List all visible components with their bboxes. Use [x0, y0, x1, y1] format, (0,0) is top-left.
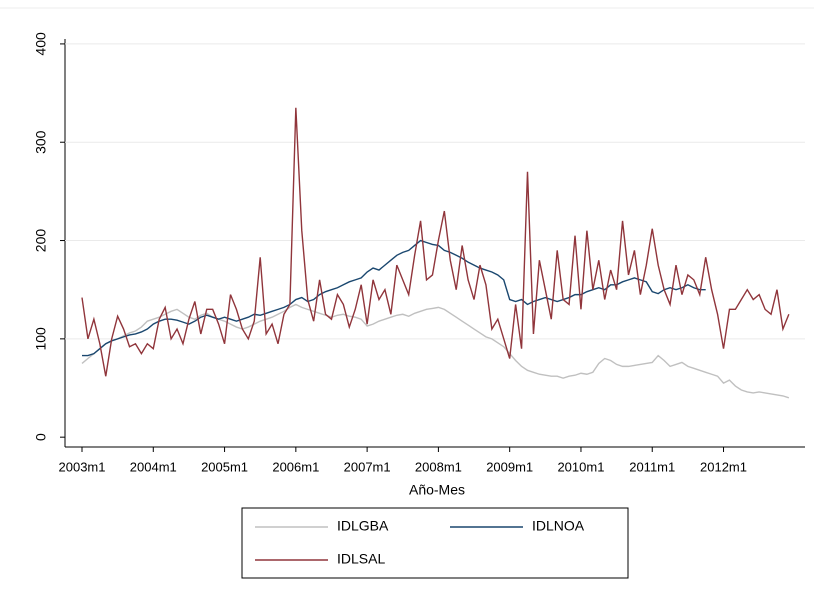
x-tick-label: 2009m1 — [486, 459, 533, 474]
y-tick-label: 200 — [33, 229, 49, 253]
legend-label: IDLSAL — [337, 551, 385, 567]
x-tick-label: 2004m1 — [130, 459, 177, 474]
x-tick-label: 2011m1 — [629, 459, 675, 474]
x-tick-label: 2012m1 — [700, 459, 747, 474]
y-tick-label: 100 — [33, 327, 49, 351]
x-tick-label: 2005m1 — [201, 459, 248, 474]
series-line — [82, 239, 706, 357]
series-line — [81, 107, 790, 377]
x-tick-label: 2007m1 — [344, 459, 391, 474]
y-tick-label: 400 — [33, 32, 49, 56]
y-tick-label: 300 — [33, 130, 49, 154]
legend-label: IDLNOA — [532, 518, 585, 534]
x-tick-label: 2008m1 — [415, 459, 462, 474]
x-tick-label: 2006m1 — [272, 459, 319, 474]
series-line — [81, 303, 790, 399]
legend-box — [241, 507, 629, 579]
x-tick-label: 2003m1 — [59, 459, 106, 474]
x-axis-title: Año-Mes — [409, 482, 465, 498]
y-tick-label: 0 — [33, 433, 49, 441]
x-tick-label: 2010m1 — [557, 459, 604, 474]
legend-label: IDLGBA — [337, 518, 389, 534]
